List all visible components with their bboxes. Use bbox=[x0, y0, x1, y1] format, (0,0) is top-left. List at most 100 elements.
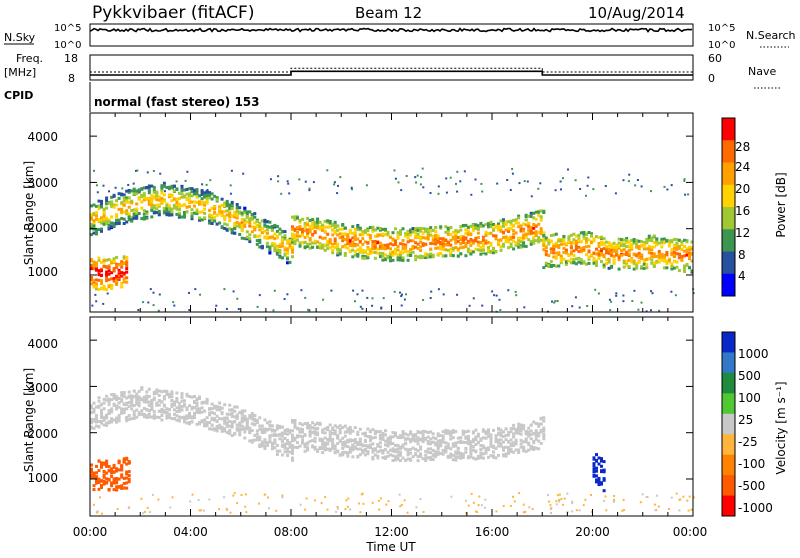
velocity-cell bbox=[150, 402, 154, 406]
velocity-cell bbox=[185, 421, 189, 425]
power-cell bbox=[389, 251, 392, 255]
power-cell bbox=[487, 241, 490, 244]
power-cell bbox=[610, 245, 614, 249]
power-noise bbox=[604, 185, 607, 187]
velocity-cell bbox=[286, 450, 289, 454]
power-cell bbox=[105, 196, 109, 200]
power-cell bbox=[429, 229, 433, 233]
power-cell bbox=[112, 203, 116, 207]
velocity-cell bbox=[258, 416, 262, 420]
power-cell bbox=[122, 271, 126, 275]
power-noise bbox=[650, 190, 652, 193]
power-cell bbox=[303, 221, 307, 225]
power-cell bbox=[670, 239, 674, 243]
power-cell bbox=[183, 211, 186, 214]
velocity-cell bbox=[160, 414, 164, 417]
nave-tick-bottom: 0 bbox=[708, 72, 715, 85]
power-cell bbox=[439, 252, 443, 255]
power-cell bbox=[303, 224, 307, 228]
power-cell bbox=[630, 260, 634, 264]
velocity-cell bbox=[537, 422, 541, 426]
velocity-noise bbox=[281, 496, 284, 499]
power-cell bbox=[429, 233, 433, 237]
power-cell bbox=[404, 232, 408, 236]
power-noise bbox=[269, 178, 272, 181]
power-cell bbox=[127, 196, 131, 200]
velocity-cell bbox=[389, 448, 392, 452]
velocity-cell bbox=[172, 400, 176, 404]
power-cell bbox=[672, 237, 676, 241]
power-cell bbox=[341, 223, 345, 227]
power-cell bbox=[185, 192, 189, 196]
power-cell bbox=[615, 243, 619, 247]
velocity-cell bbox=[296, 446, 299, 449]
power-noise bbox=[102, 184, 105, 187]
velocity-cell bbox=[275, 453, 279, 457]
power-cell bbox=[343, 238, 347, 241]
velocity-cell bbox=[446, 429, 450, 433]
power-cell bbox=[243, 218, 247, 222]
power-cell bbox=[660, 237, 664, 241]
velocity-noise bbox=[528, 506, 531, 509]
velocity-cell bbox=[283, 450, 287, 454]
power-cell bbox=[280, 244, 284, 248]
power-cell bbox=[476, 227, 480, 231]
power-cell bbox=[346, 236, 350, 240]
power-cell bbox=[260, 231, 264, 235]
velocity-cell bbox=[378, 445, 382, 449]
vel-cbar-tick-500: 500 bbox=[738, 369, 761, 383]
power-cell bbox=[607, 257, 611, 261]
nsky-tick-top: 10^5 bbox=[54, 23, 81, 34]
velocity-cell bbox=[142, 413, 146, 416]
velocity-cell bbox=[449, 430, 453, 434]
velocity-cell bbox=[323, 427, 327, 431]
power-cell bbox=[487, 222, 490, 226]
velocity-cell bbox=[95, 414, 98, 418]
power-cell bbox=[205, 190, 209, 194]
power-cell bbox=[630, 247, 634, 251]
velocity-cell bbox=[351, 445, 355, 449]
power-noise bbox=[209, 179, 212, 182]
velocity-cell bbox=[270, 424, 274, 428]
power-cell bbox=[195, 201, 199, 204]
velocity-noise bbox=[406, 511, 409, 514]
power-cell bbox=[424, 236, 428, 240]
velocity-cell bbox=[399, 436, 402, 440]
power-cell bbox=[225, 204, 229, 208]
velocity-colorbar bbox=[721, 331, 736, 517]
velocity-cell bbox=[597, 476, 601, 480]
velocity-cell bbox=[90, 418, 93, 422]
velocity-cell bbox=[381, 435, 385, 439]
power-cell bbox=[235, 205, 239, 209]
power-cell bbox=[155, 211, 159, 214]
velocity-cell bbox=[595, 474, 598, 478]
velocity-cell bbox=[487, 448, 490, 452]
power-cell bbox=[509, 237, 513, 241]
velocity-cell bbox=[165, 391, 169, 395]
power-cell bbox=[522, 236, 526, 240]
power-cell bbox=[625, 253, 629, 256]
power-cell bbox=[105, 219, 109, 223]
velocity-cell bbox=[162, 403, 166, 407]
velocity-cell bbox=[185, 408, 189, 412]
power-cell bbox=[557, 251, 561, 255]
power-cell bbox=[265, 228, 269, 232]
velocity-cell bbox=[105, 421, 109, 425]
power-noise bbox=[574, 296, 577, 299]
velocity-cell bbox=[270, 433, 274, 437]
velocity-cell bbox=[115, 416, 119, 420]
power-cell bbox=[675, 265, 679, 269]
power-cell bbox=[175, 207, 179, 211]
velocity-cell bbox=[381, 451, 385, 455]
velocity-cell bbox=[373, 430, 377, 434]
power-cell bbox=[316, 221, 320, 224]
power-cell bbox=[469, 252, 473, 256]
velocity-cell bbox=[396, 447, 400, 451]
power-cell bbox=[167, 187, 171, 191]
power-noise bbox=[215, 304, 218, 307]
velocity-cell bbox=[286, 453, 289, 457]
power-noise bbox=[326, 169, 329, 172]
power-cell bbox=[213, 219, 217, 223]
power-cell bbox=[607, 251, 611, 255]
xtick-5: 20:00 bbox=[575, 525, 610, 539]
